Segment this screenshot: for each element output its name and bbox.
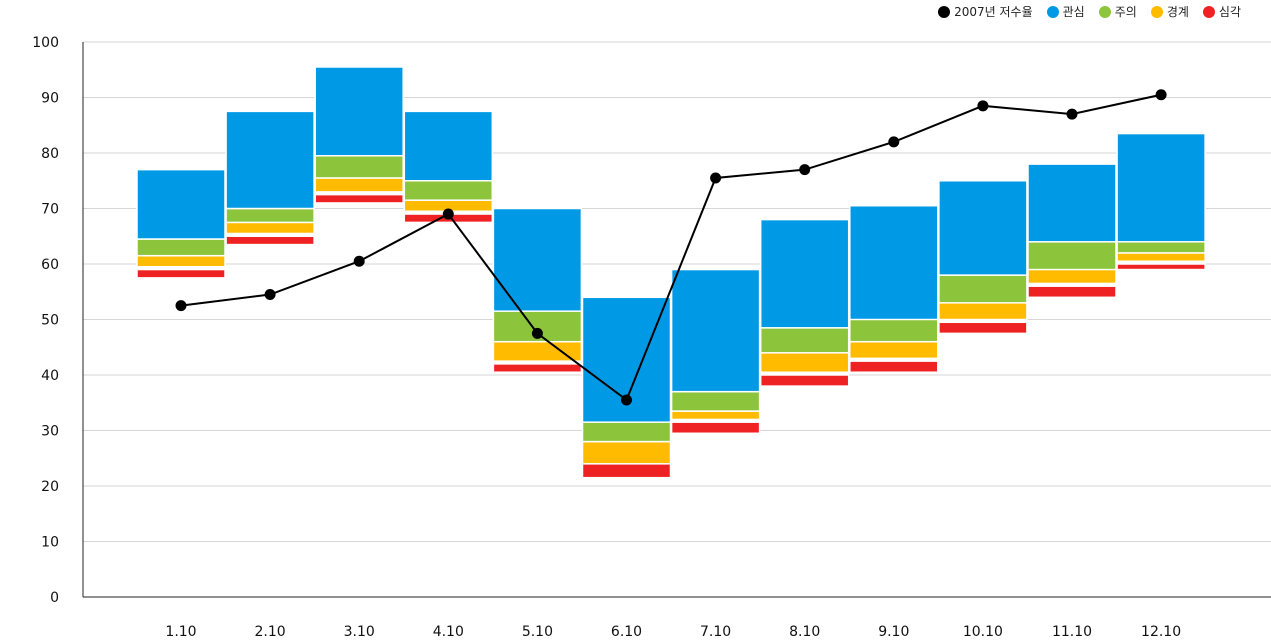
legend-label-attention: 관심 xyxy=(1062,5,1085,19)
legend-swatch-reservoir-rate xyxy=(938,5,951,18)
band-3-bar-7.10 xyxy=(670,268,761,393)
band-2-bar-11.10 xyxy=(1027,241,1117,271)
line-point-10.10 xyxy=(977,100,989,112)
line-point-1.10 xyxy=(175,300,187,312)
x-tick-label-2.10: 2.10 xyxy=(255,624,286,640)
y-tick-label-20: 20 xyxy=(41,479,59,495)
y-tick-label-30: 30 xyxy=(41,424,59,440)
band-3-bar-1.10 xyxy=(136,168,226,240)
legend-label-severe: 심각 xyxy=(1218,5,1241,19)
band-0-bar-3.10 xyxy=(314,193,404,204)
band-2-bar-7.10 xyxy=(670,390,761,412)
band-2-bar-8.10 xyxy=(759,327,850,354)
y-tick-label-100: 100 xyxy=(32,35,59,51)
line-point-5.10 xyxy=(531,327,543,339)
band-0-bar-2.10 xyxy=(225,235,315,246)
x-tick-label-10.10: 10.10 xyxy=(963,624,1003,640)
line-point-8.10 xyxy=(799,164,811,176)
legend-swatch-severe xyxy=(1202,5,1215,18)
y-tick-label-0: 0 xyxy=(50,590,59,606)
legend-label-caution: 주의 xyxy=(1114,5,1137,19)
band-0-bar-11.10 xyxy=(1027,285,1117,299)
legend-label-alert: 경계 xyxy=(1166,5,1189,19)
band-2-bar-1.10 xyxy=(136,238,226,257)
band-3-bar-9.10 xyxy=(849,204,939,321)
line-point-9.10 xyxy=(888,136,900,148)
legend-item-attention: 관심 xyxy=(1046,3,1085,20)
band-1-bar-1.10 xyxy=(136,254,226,268)
x-tick-label-6.10: 6.10 xyxy=(611,624,642,640)
band-3-bar-10.10 xyxy=(938,180,1028,276)
band-0-bar-6.10 xyxy=(581,463,672,479)
band-1-bar-6.10 xyxy=(581,440,672,465)
band-0-bar-5.10 xyxy=(492,363,583,373)
chart-legend: 2007년 저수율 관심 주의 경계 심각 xyxy=(938,3,1241,20)
x-tick-label-11.10: 11.10 xyxy=(1052,624,1092,640)
x-tick-label-9.10: 9.10 xyxy=(878,624,909,640)
x-tick-label-3.10: 3.10 xyxy=(344,624,375,640)
y-tick-label-90: 90 xyxy=(41,91,59,107)
y-tick-label-50: 50 xyxy=(41,313,59,329)
legend-swatch-attention xyxy=(1046,5,1059,18)
x-tick-label-1.10: 1.10 xyxy=(165,624,196,640)
line-point-12.10 xyxy=(1155,89,1167,101)
band-3-bar-5.10 xyxy=(492,207,583,312)
line-point-7.10 xyxy=(710,172,722,184)
band-1-bar-9.10 xyxy=(849,340,939,360)
band-2-bar-9.10 xyxy=(849,315,939,343)
legend-item-caution: 주의 xyxy=(1098,3,1137,20)
legend-swatch-alert xyxy=(1150,5,1163,18)
line-point-2.10 xyxy=(264,289,276,301)
band-1-bar-2.10 xyxy=(225,221,315,235)
band-1-bar-8.10 xyxy=(759,352,850,373)
y-tick-label-40: 40 xyxy=(41,368,59,384)
legend-label-reservoir-rate: 2007년 저수율 xyxy=(954,5,1033,19)
band-3-bar-12.10 xyxy=(1116,132,1206,243)
band-0-bar-7.10 xyxy=(670,421,761,435)
band-0-bar-9.10 xyxy=(849,360,939,373)
legend-item-alert: 경계 xyxy=(1150,3,1189,20)
x-tick-label-7.10: 7.10 xyxy=(700,624,731,640)
y-tick-label-80: 80 xyxy=(41,146,59,162)
band-3-bar-4.10 xyxy=(403,110,494,182)
y-tick-label-60: 60 xyxy=(41,257,59,273)
x-tick-label-12.10: 12.10 xyxy=(1141,624,1181,640)
band-3-bar-8.10 xyxy=(759,218,850,329)
band-2-bar-10.10 xyxy=(938,274,1028,304)
band-0-bar-8.10 xyxy=(759,374,850,387)
band-1-bar-5.10 xyxy=(492,340,583,362)
line-point-3.10 xyxy=(353,255,365,267)
band-3-bar-2.10 xyxy=(225,110,315,210)
band-0-bar-10.10 xyxy=(938,321,1028,335)
band-1-bar-3.10 xyxy=(314,177,404,193)
band-1-bar-12.10 xyxy=(1116,252,1206,262)
band-0-bar-1.10 xyxy=(136,268,226,279)
band-3-bar-11.10 xyxy=(1027,163,1117,243)
legend-item-severe: 심각 xyxy=(1202,3,1241,20)
band-2-bar-3.10 xyxy=(314,152,404,179)
y-tick-label-70: 70 xyxy=(41,202,59,218)
legend-item-reservoir-rate: 2007년 저수율 xyxy=(938,3,1033,20)
band-3-bar-3.10 xyxy=(314,66,404,157)
band-0-bar-12.10 xyxy=(1116,263,1206,271)
band-2-bar-4.10 xyxy=(403,180,494,201)
line-series-reservoir-rate xyxy=(180,93,1162,402)
band-1-bar-7.10 xyxy=(670,410,761,421)
x-tick-label-5.10: 5.10 xyxy=(522,624,553,640)
band-2-bar-2.10 xyxy=(225,207,315,224)
line-point-6.10 xyxy=(621,394,632,406)
line-point-11.10 xyxy=(1066,108,1078,120)
line-point-4.10 xyxy=(442,208,454,220)
legend-swatch-caution xyxy=(1098,5,1111,18)
x-tick-label-8.10: 8.10 xyxy=(789,624,820,640)
y-tick-label-10: 10 xyxy=(41,535,59,551)
x-tick-label-4.10: 4.10 xyxy=(433,624,464,640)
